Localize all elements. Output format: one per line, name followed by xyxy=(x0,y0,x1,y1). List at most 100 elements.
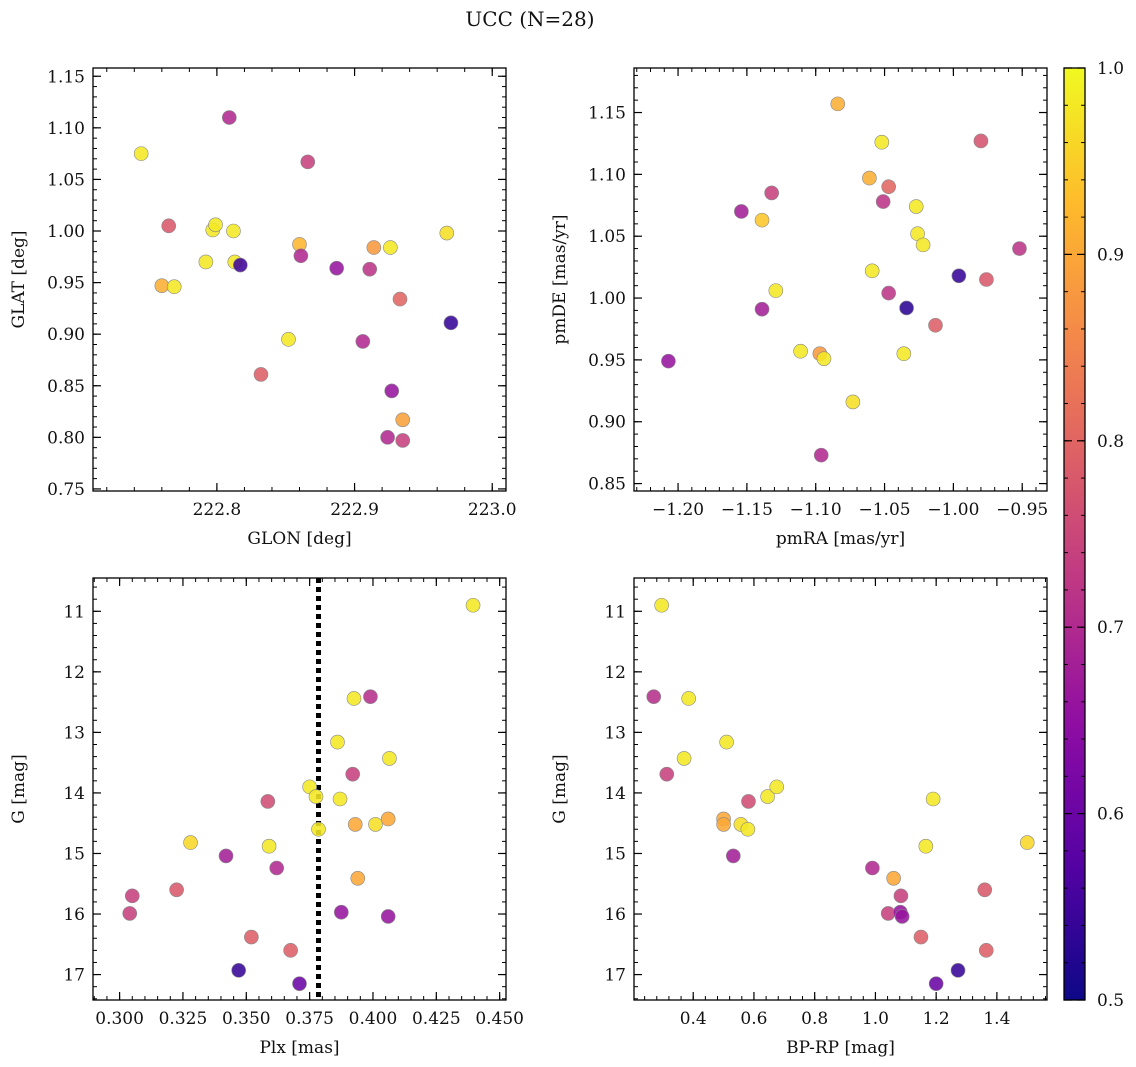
panel-pmra-pmde: −1.20 −1.15 −1.10 −1.05 −1.00 −0.95 0.85 0.90 0.… xyxy=(550,67,1048,549)
data-point xyxy=(1019,835,1035,850)
colorbar-gradient xyxy=(1064,68,1085,1000)
major-ticks: 0.4 0.6 0.8 1.0 1.2 1.4 11 12 13 14 15 16 17 xyxy=(604,578,1047,1029)
data-point xyxy=(880,906,896,921)
colorbar-tick-label: 0.8 xyxy=(1097,432,1124,452)
data-point xyxy=(734,204,749,219)
data-point xyxy=(283,943,298,958)
data-point xyxy=(154,278,170,293)
major-ticks: −1.20 −1.15 −1.10 −1.05 −1.00 −0.95 0.85 0.90 0.… xyxy=(588,68,1048,520)
data-point xyxy=(208,217,223,233)
x-tick-label: 1.0 xyxy=(862,1009,889,1029)
y-tick-label: 1.00 xyxy=(588,289,626,309)
data-point xyxy=(793,343,808,359)
data-point xyxy=(918,838,934,854)
axes-frame xyxy=(92,67,507,492)
axes-frame xyxy=(633,577,1048,1001)
colorbar-tick-label: 1.0 xyxy=(1097,59,1124,79)
data-point xyxy=(226,223,241,239)
y-tick-label: 0.80 xyxy=(47,428,85,448)
y-tick-label: 0.95 xyxy=(47,274,85,294)
data-point xyxy=(384,383,400,399)
figure-title: UCC (N=28) xyxy=(465,7,594,31)
data-point xyxy=(760,789,775,804)
data-point xyxy=(659,766,675,782)
scatter-points xyxy=(122,597,481,991)
colorbar-frame xyxy=(1063,67,1086,1001)
data-point xyxy=(886,871,901,886)
data-point xyxy=(977,882,993,898)
axes-frame xyxy=(633,67,1048,492)
x-tick-label: 0.375 xyxy=(285,1009,334,1029)
x-tick-label: 0.300 xyxy=(95,1009,144,1029)
x-tick-label: 0.4 xyxy=(680,1009,707,1029)
data-point xyxy=(166,279,182,295)
data-point xyxy=(925,791,941,807)
x-tick-label: −1.10 xyxy=(790,500,842,520)
data-point xyxy=(913,929,929,945)
colorbar-tick-label: 0.9 xyxy=(1097,245,1124,265)
data-point xyxy=(740,821,756,837)
data-point xyxy=(368,817,383,832)
data-point xyxy=(676,751,692,766)
x-tick-label: 0.8 xyxy=(801,1009,828,1029)
y-tick-label: 1.00 xyxy=(47,222,85,242)
y-tick-label: 17 xyxy=(604,966,626,986)
data-point xyxy=(124,888,140,904)
data-point xyxy=(233,257,248,273)
data-point xyxy=(915,237,931,253)
x-tick-label: 0.400 xyxy=(349,1009,398,1029)
data-point xyxy=(383,240,398,255)
minor-ticks xyxy=(634,578,1047,1000)
colorbar-tick-label: 0.6 xyxy=(1097,805,1124,825)
data-point xyxy=(183,835,198,850)
data-point xyxy=(439,225,455,241)
data-point xyxy=(654,597,669,613)
y-tick-label: 0.90 xyxy=(47,325,85,345)
data-point xyxy=(899,300,914,316)
data-point xyxy=(161,218,177,234)
x-tick-label: 0.6 xyxy=(740,1009,767,1029)
panel-plx-g: 0.300 0.325 0.350 0.375 0.400 0.425 0.450 11 12 1… xyxy=(9,577,524,1058)
panel-bprp-g: 0.4 0.6 0.8 1.0 1.2 1.4 11 12 13 14 15 16 17 BP-RP [m… xyxy=(550,577,1048,1058)
y-tick-label: 0.85 xyxy=(47,377,85,397)
data-point xyxy=(816,351,832,366)
y-tick-label: 1.15 xyxy=(47,67,85,87)
data-point xyxy=(300,154,316,170)
data-point xyxy=(928,976,944,991)
y-tick-label: 14 xyxy=(63,784,85,804)
y-axis-label: GLAT [deg] xyxy=(9,230,29,328)
y-tick-label: 0.90 xyxy=(588,413,626,433)
colorbar-tick-label: 0.7 xyxy=(1097,618,1124,638)
data-point xyxy=(347,817,363,832)
data-point xyxy=(754,301,770,317)
data-point xyxy=(894,909,910,924)
data-point xyxy=(350,871,366,886)
data-point xyxy=(231,963,246,978)
data-point xyxy=(366,240,382,255)
scatter-points xyxy=(646,597,1035,991)
x-tick-label: 1.4 xyxy=(983,1009,1010,1029)
data-point xyxy=(465,597,481,613)
data-point xyxy=(261,838,277,854)
data-point xyxy=(881,179,896,195)
data-point xyxy=(908,199,924,214)
data-point xyxy=(951,268,967,284)
data-point xyxy=(198,254,214,270)
data-point xyxy=(754,212,770,228)
data-point xyxy=(875,194,891,209)
data-point xyxy=(260,794,276,809)
data-point xyxy=(646,689,662,704)
y-tick-label: 17 xyxy=(63,966,85,986)
y-tick-label: 1.10 xyxy=(588,165,626,185)
data-point xyxy=(355,334,371,349)
y-tick-label: 0.85 xyxy=(588,475,626,495)
x-tick-label: −1.05 xyxy=(858,500,910,520)
y-axis-label: G [mag] xyxy=(9,754,29,823)
y-tick-label: 15 xyxy=(63,844,85,864)
y-tick-label: 13 xyxy=(63,723,85,743)
data-point xyxy=(768,283,784,298)
y-tick-label: 11 xyxy=(604,602,626,622)
data-point xyxy=(133,146,149,161)
y-tick-label: 1.05 xyxy=(588,227,626,247)
